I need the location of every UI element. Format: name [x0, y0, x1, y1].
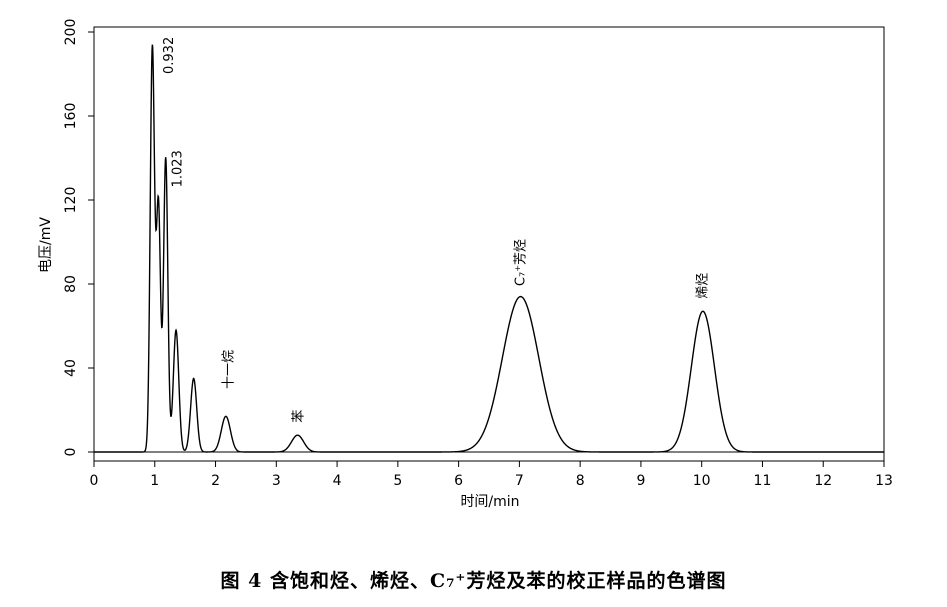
- peak-label: 十一烷: [222, 350, 237, 389]
- peak-label: 1.023: [171, 150, 186, 187]
- y-tick-label: 160: [63, 103, 79, 130]
- x-tick-label: 7: [515, 473, 524, 489]
- y-ticks: 0 40 80 120 160 200: [63, 19, 94, 457]
- x-tick-label: 0: [90, 473, 99, 489]
- peak-label: 0.932: [162, 37, 177, 74]
- x-tick-label: 1: [150, 473, 159, 489]
- x-tick-label: 13: [875, 473, 893, 489]
- y-tick-label: 120: [63, 187, 79, 214]
- peak-annotations: 0.932 1.023 十一烷苯 C₇⁺芳烃烯烃: [162, 37, 711, 423]
- x-axis-label: 时间/min: [460, 494, 519, 510]
- x-tick-label: 3: [272, 473, 281, 489]
- peak-label: C₇⁺芳烃: [513, 239, 528, 286]
- x-tick-label: 6: [454, 473, 463, 489]
- y-tick-label: 0: [63, 448, 79, 457]
- plot-frame: [93, 26, 885, 462]
- chromatogram-trace: [94, 44, 884, 453]
- x-ticks: 0 1 2 3 4 5 6 7 8 9 10 11 12 13: [90, 461, 893, 489]
- peak-label: 苯: [292, 410, 307, 423]
- y-tick-label: 200: [63, 19, 79, 46]
- y-tick-label: 40: [63, 359, 79, 377]
- peak-label: 烯烃: [696, 273, 711, 299]
- x-tick-label: 4: [333, 473, 342, 489]
- x-tick-label: 5: [393, 473, 402, 489]
- y-axis-label: 电压/mV: [38, 217, 54, 273]
- x-tick-label: 10: [693, 473, 711, 489]
- x-tick-label: 11: [754, 473, 772, 489]
- x-tick-label: 12: [814, 473, 832, 489]
- figure-caption: 图 4 含饱和烃、烯烃、C₇⁺芳烃及苯的校正样品的色谱图: [220, 570, 727, 592]
- x-tick-label: 2: [211, 473, 220, 489]
- y-tick-label: 80: [63, 275, 79, 293]
- x-tick-label: 9: [636, 473, 645, 489]
- x-tick-label: 8: [576, 473, 585, 489]
